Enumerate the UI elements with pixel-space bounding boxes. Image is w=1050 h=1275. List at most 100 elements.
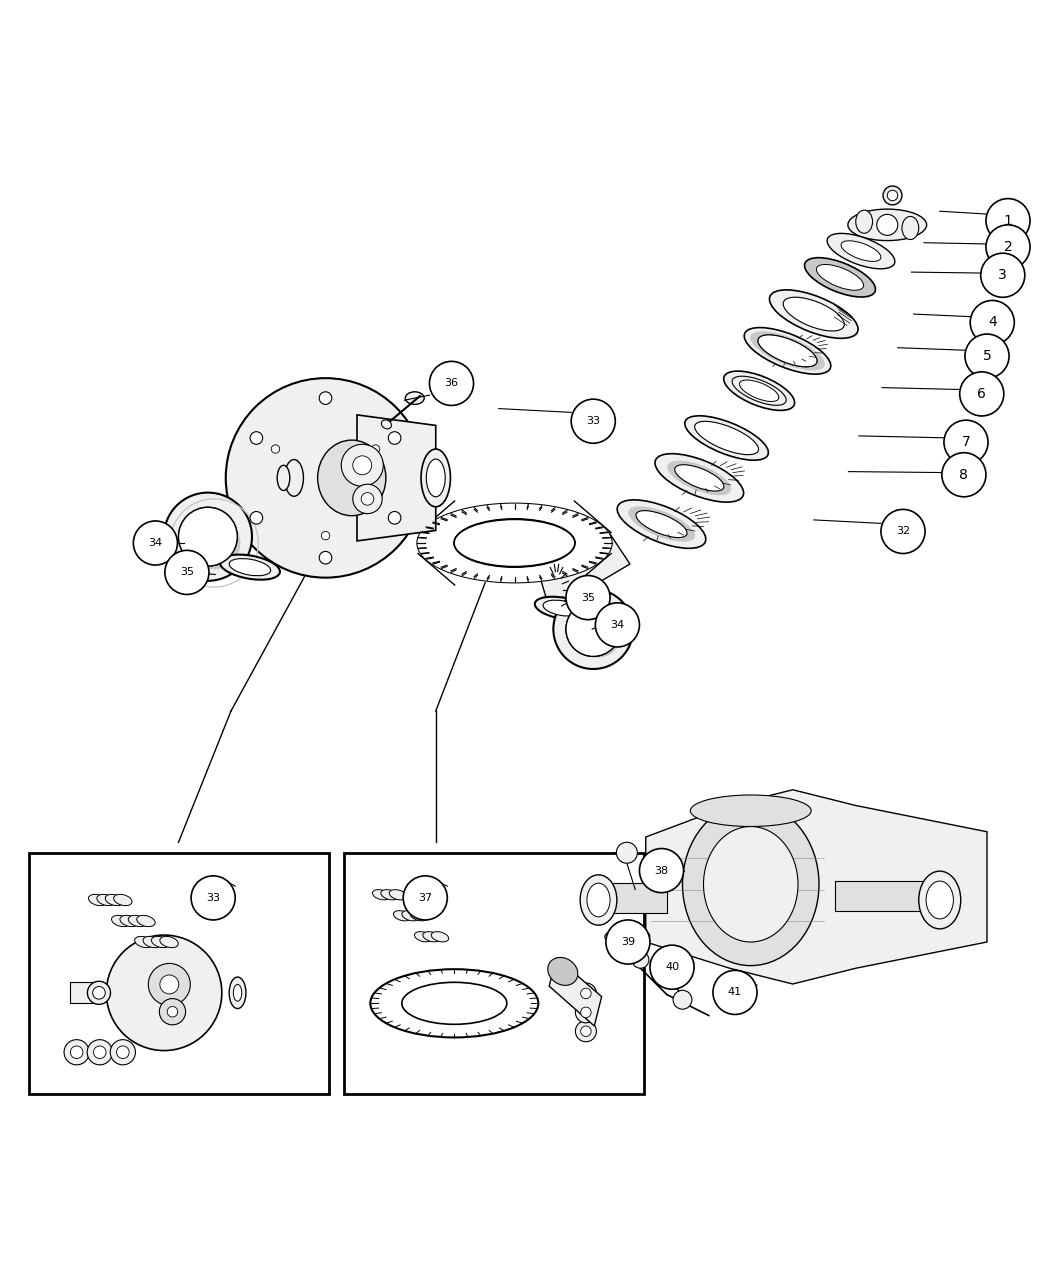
Ellipse shape	[167, 1006, 177, 1017]
Bar	[344, 853, 644, 1094]
Circle shape	[575, 983, 596, 1003]
Ellipse shape	[783, 297, 844, 332]
Ellipse shape	[353, 456, 372, 474]
Circle shape	[250, 511, 262, 524]
Ellipse shape	[543, 601, 581, 616]
Text: 7: 7	[962, 435, 970, 449]
Circle shape	[165, 551, 209, 594]
Ellipse shape	[605, 931, 628, 944]
Circle shape	[553, 589, 633, 669]
Text: 33: 33	[206, 892, 220, 903]
Ellipse shape	[134, 936, 153, 947]
Ellipse shape	[739, 380, 779, 402]
Ellipse shape	[402, 982, 507, 1024]
Ellipse shape	[151, 936, 170, 947]
Ellipse shape	[361, 492, 374, 505]
Text: 33: 33	[586, 416, 601, 426]
Circle shape	[881, 510, 925, 553]
Ellipse shape	[848, 209, 926, 241]
Ellipse shape	[902, 217, 919, 240]
Ellipse shape	[381, 419, 392, 428]
Ellipse shape	[750, 332, 825, 371]
Circle shape	[575, 1021, 596, 1042]
Ellipse shape	[402, 910, 419, 921]
Circle shape	[632, 951, 649, 968]
Ellipse shape	[229, 977, 246, 1009]
Ellipse shape	[219, 555, 280, 580]
Circle shape	[986, 224, 1030, 269]
Ellipse shape	[373, 890, 390, 900]
Text: 36: 36	[444, 379, 459, 389]
Ellipse shape	[587, 884, 610, 917]
Ellipse shape	[668, 460, 731, 495]
Ellipse shape	[143, 936, 162, 947]
Ellipse shape	[534, 597, 589, 620]
Text: 8: 8	[960, 468, 968, 482]
Circle shape	[970, 301, 1014, 344]
Circle shape	[178, 507, 237, 566]
Circle shape	[575, 611, 622, 658]
Ellipse shape	[341, 444, 383, 486]
Text: 5: 5	[983, 349, 991, 363]
Circle shape	[403, 876, 447, 921]
Ellipse shape	[418, 504, 611, 583]
Circle shape	[986, 199, 1030, 242]
Text: 34: 34	[148, 538, 163, 548]
Circle shape	[388, 432, 401, 444]
Circle shape	[93, 1046, 106, 1058]
Bar	[29, 853, 329, 1094]
Ellipse shape	[148, 964, 190, 1006]
Ellipse shape	[381, 890, 398, 900]
Ellipse shape	[685, 416, 769, 460]
Ellipse shape	[770, 289, 858, 338]
Text: 2: 2	[1004, 240, 1012, 254]
Ellipse shape	[628, 506, 695, 542]
Ellipse shape	[926, 881, 953, 919]
Circle shape	[70, 1046, 83, 1058]
Circle shape	[110, 1039, 135, 1065]
Circle shape	[566, 575, 610, 620]
Circle shape	[164, 492, 252, 581]
Text: 38: 38	[654, 866, 669, 876]
Ellipse shape	[887, 190, 898, 200]
Circle shape	[942, 453, 986, 497]
Ellipse shape	[105, 894, 124, 905]
Ellipse shape	[421, 449, 450, 506]
Ellipse shape	[111, 915, 130, 927]
Ellipse shape	[732, 376, 786, 405]
Circle shape	[388, 511, 401, 524]
Circle shape	[106, 935, 222, 1051]
Ellipse shape	[233, 984, 242, 1001]
Ellipse shape	[816, 264, 864, 291]
Ellipse shape	[919, 871, 961, 929]
Ellipse shape	[454, 519, 575, 567]
Text: 3: 3	[999, 268, 1007, 282]
Circle shape	[133, 521, 177, 565]
Text: 34: 34	[610, 620, 625, 630]
Ellipse shape	[128, 915, 147, 927]
Circle shape	[429, 361, 474, 405]
Ellipse shape	[120, 915, 139, 927]
Ellipse shape	[804, 258, 876, 297]
Circle shape	[87, 1039, 112, 1065]
Text: 32: 32	[896, 527, 910, 537]
Ellipse shape	[426, 459, 445, 497]
Ellipse shape	[675, 464, 723, 491]
Circle shape	[188, 516, 240, 569]
Circle shape	[595, 603, 639, 646]
Ellipse shape	[877, 214, 898, 236]
Text: 41: 41	[728, 987, 742, 997]
Circle shape	[178, 507, 237, 566]
Text: 39: 39	[621, 937, 635, 947]
Ellipse shape	[160, 975, 178, 994]
Ellipse shape	[371, 969, 539, 1038]
Polygon shape	[646, 789, 987, 984]
Ellipse shape	[353, 484, 382, 514]
Ellipse shape	[97, 894, 116, 905]
Ellipse shape	[415, 932, 432, 942]
Circle shape	[606, 921, 650, 964]
Text: 35: 35	[180, 567, 194, 578]
Circle shape	[64, 1039, 89, 1065]
Circle shape	[616, 843, 637, 863]
Ellipse shape	[548, 958, 578, 986]
